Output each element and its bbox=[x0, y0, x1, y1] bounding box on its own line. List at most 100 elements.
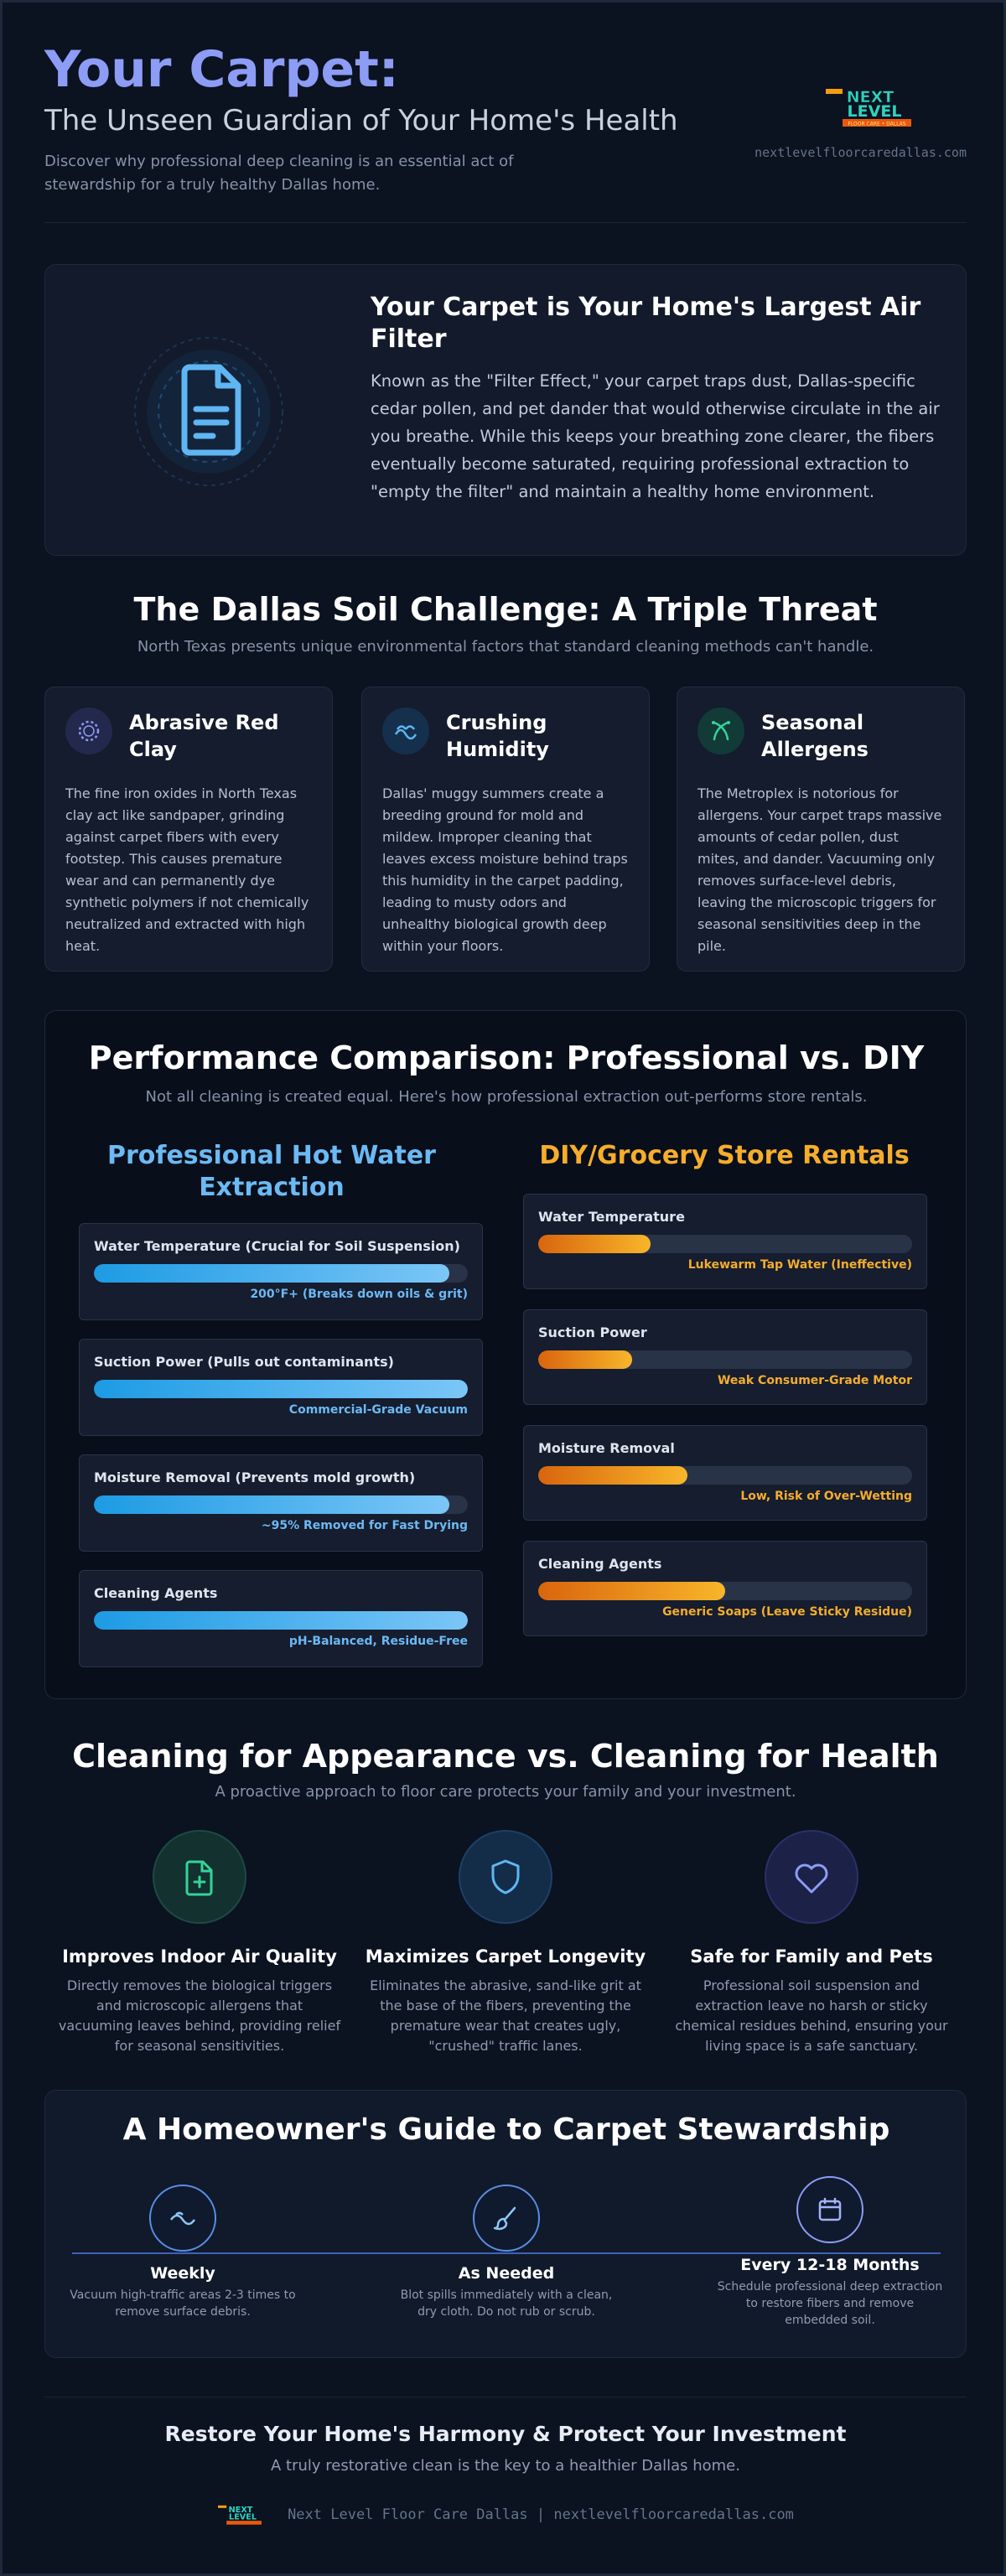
step-every-12-18-months: Every 12-18 Months Schedule professional… bbox=[717, 2176, 943, 2329]
shield-icon bbox=[459, 1830, 552, 1924]
performance-subtitle: Not all cleaning is created equal. Here'… bbox=[145, 1088, 868, 1106]
diy-metric-card: Suction Power Weak Consumer-Grade Motor bbox=[523, 1309, 927, 1405]
benefit-title: Maximizes Carpet Longevity bbox=[365, 1946, 646, 1967]
benefit-body: Professional soil suspension and extract… bbox=[675, 1977, 948, 2054]
metric-value: Lukewarm Tap Water (Ineffective) bbox=[687, 1258, 912, 1272]
metric-bar-fill bbox=[94, 1380, 468, 1398]
air-filter-text: Your Carpet is Your Home's Largest Air F… bbox=[371, 292, 941, 505]
step-body: Vacuum high-traffic areas 2-3 times to r… bbox=[70, 2288, 296, 2319]
benefit-air-quality: Improves Indoor Air Quality Directly rem… bbox=[57, 1830, 342, 2056]
metric-label: Moisture Removal bbox=[538, 1440, 675, 1456]
metric-bar-track bbox=[94, 1380, 468, 1398]
metric-value: pH-Balanced, Residue-Free bbox=[288, 1635, 468, 1648]
svg-text:LEVEL: LEVEL bbox=[229, 2513, 257, 2522]
benefit-longevity: Maximizes Carpet Longevity Eliminates th… bbox=[363, 1830, 648, 2056]
next-level-logo: NEXT LEVEL FLOOR CARE • DALLAS bbox=[826, 88, 911, 127]
performance-comparison: Performance Comparison: Professional vs.… bbox=[44, 1010, 967, 1699]
footer-subtitle: A truly restorative clean is the key to … bbox=[271, 2457, 740, 2475]
threat-body: The fine iron oxides in North Texas clay… bbox=[65, 785, 309, 954]
metric-label: Suction Power (Pulls out contaminants) bbox=[94, 1354, 394, 1370]
threat-title: Seasonal Allergens bbox=[761, 711, 869, 761]
pro-metric-card: Moisture Removal (Prevents mold growth) ~… bbox=[79, 1454, 483, 1552]
allergen-icon bbox=[697, 707, 744, 754]
pro-metric-card: Cleaning Agents pH-Balanced, Residue-Free bbox=[79, 1570, 483, 1667]
header-divider bbox=[44, 222, 967, 223]
svg-text:NEXT: NEXT bbox=[847, 88, 895, 106]
metric-bar-track bbox=[538, 1582, 912, 1600]
professional-column-title: Professional Hot Water Extraction bbox=[107, 1141, 436, 1202]
step-title: As Needed bbox=[458, 2264, 555, 2283]
footer-brand: NEXT LEVEL Next Level Floor Care Dallas … bbox=[3, 2503, 1006, 2527]
calendar-icon bbox=[796, 2176, 863, 2243]
threat-card-red-clay: Abrasive Red Clay The fine iron oxides i… bbox=[44, 687, 333, 972]
heart-icon bbox=[765, 1830, 858, 1924]
soil-challenge-subtitle: North Texas presents unique environmenta… bbox=[137, 638, 874, 656]
guide-title: A Homeowner's Guide to Carpet Stewardshi… bbox=[122, 2112, 890, 2147]
site-url: nextlevelfloorcaredallas.com bbox=[754, 145, 967, 160]
step-weekly: Weekly Vacuum high-traffic areas 2-3 tim… bbox=[70, 2185, 296, 2320]
soil-challenge-title: The Dallas Soil Challenge: A Triple Thre… bbox=[133, 591, 878, 628]
health-subtitle: A proactive approach to floor care prote… bbox=[215, 1783, 796, 1801]
benefit-safe: Safe for Family and Pets Professional so… bbox=[669, 1830, 954, 2056]
threat-title: Abrasive Red Clay bbox=[129, 711, 279, 761]
metric-label: Suction Power bbox=[538, 1324, 647, 1340]
wind-icon bbox=[149, 2185, 216, 2252]
metric-bar-track bbox=[94, 1611, 468, 1630]
page-title: Your Carpet: bbox=[44, 40, 399, 99]
file-plus-icon bbox=[153, 1830, 246, 1924]
metric-bar-fill bbox=[94, 1495, 449, 1514]
health-title: Cleaning for Appearance vs. Cleaning for… bbox=[72, 1738, 939, 1775]
diy-column-title: DIY/Grocery Store Rentals bbox=[539, 1141, 910, 1170]
footer-brand-text: Next Level Floor Care Dallas | nextlevel… bbox=[288, 2506, 794, 2523]
metric-bar-fill bbox=[94, 1611, 468, 1630]
pro-metric-card: Suction Power (Pulls out contaminants) Co… bbox=[79, 1339, 483, 1436]
metric-bar-track bbox=[538, 1235, 912, 1253]
spinner-icon bbox=[65, 707, 112, 754]
metric-value: Generic Soaps (Leave Sticky Residue) bbox=[662, 1605, 912, 1619]
air-filter-card: Your Carpet is Your Home's Largest Air F… bbox=[44, 264, 967, 556]
threat-card-allergens: Seasonal Allergens The Metroplex is noto… bbox=[677, 687, 965, 972]
threat-card-humidity: Crushing Humidity Dallas' muggy summers … bbox=[361, 687, 650, 972]
header: Your Carpet: The Unseen Guardian of Your… bbox=[44, 39, 967, 224]
threat-title: Crushing Humidity bbox=[446, 711, 549, 761]
svg-text:NEXT: NEXT bbox=[229, 2506, 253, 2515]
brush-icon bbox=[473, 2185, 540, 2252]
threat-body: The Metroplex is notorious for allergens… bbox=[697, 785, 942, 954]
metric-bar-fill bbox=[94, 1264, 449, 1283]
metric-value: 200°F+ (Breaks down oils & grit) bbox=[250, 1288, 468, 1301]
humidity-icon bbox=[382, 707, 429, 754]
step-as-needed: As Needed Blot spills immediately with a… bbox=[393, 2185, 620, 2320]
benefit-title: Safe for Family and Pets bbox=[690, 1946, 933, 1967]
metric-value: Commercial-Grade Vacuum bbox=[288, 1403, 468, 1417]
document-icon bbox=[134, 337, 283, 486]
metric-bar-track bbox=[538, 1466, 912, 1485]
metric-value: ~95% Removed for Fast Drying bbox=[261, 1519, 468, 1532]
metric-label: Water Temperature (Crucial for Soil Susp… bbox=[94, 1238, 460, 1254]
metric-label: Moisture Removal (Prevents mold growth) bbox=[94, 1469, 416, 1485]
performance-title: Performance Comparison: Professional vs.… bbox=[88, 1039, 925, 1076]
footer-title: Restore Your Home's Harmony & Protect Yo… bbox=[164, 2422, 847, 2446]
svg-text:FLOOR CARE • DALLAS: FLOOR CARE • DALLAS bbox=[848, 122, 905, 127]
diy-metric-card: Cleaning Agents Generic Soaps (Leave Stic… bbox=[523, 1541, 927, 1636]
metric-bar-fill bbox=[538, 1235, 651, 1253]
air-filter-body: Known as the "Filter Effect," your carpe… bbox=[371, 371, 940, 501]
step-title: Every 12-18 Months bbox=[740, 2256, 920, 2274]
benefit-body: Directly removes the biological triggers… bbox=[58, 1977, 341, 2054]
benefit-title: Improves Indoor Air Quality bbox=[62, 1946, 337, 1967]
step-body: Blot spills immediately with a clean, dr… bbox=[400, 2288, 613, 2319]
metric-bar-fill bbox=[538, 1350, 632, 1369]
metric-label: Water Temperature bbox=[538, 1209, 685, 1225]
page-description: Discover why professional deep cleaning … bbox=[44, 153, 514, 194]
metric-label: Cleaning Agents bbox=[94, 1585, 218, 1601]
metric-bar-fill bbox=[538, 1466, 688, 1485]
diy-metric-card: Water Temperature Lukewarm Tap Water (Ine… bbox=[523, 1194, 927, 1289]
metric-value: Weak Consumer-Grade Motor bbox=[717, 1374, 912, 1387]
step-body: Schedule professional deep extraction to… bbox=[717, 2280, 943, 2327]
air-filter-title: Your Carpet is Your Home's Largest Air F… bbox=[371, 293, 921, 354]
timeline-line bbox=[72, 2252, 941, 2254]
metric-label: Cleaning Agents bbox=[538, 1556, 662, 1572]
benefit-body: Eliminates the abrasive, sand-like grit … bbox=[370, 1977, 641, 2054]
metric-bar-track bbox=[94, 1495, 468, 1514]
page-subtitle: The Unseen Guardian of Your Home's Healt… bbox=[44, 104, 678, 137]
